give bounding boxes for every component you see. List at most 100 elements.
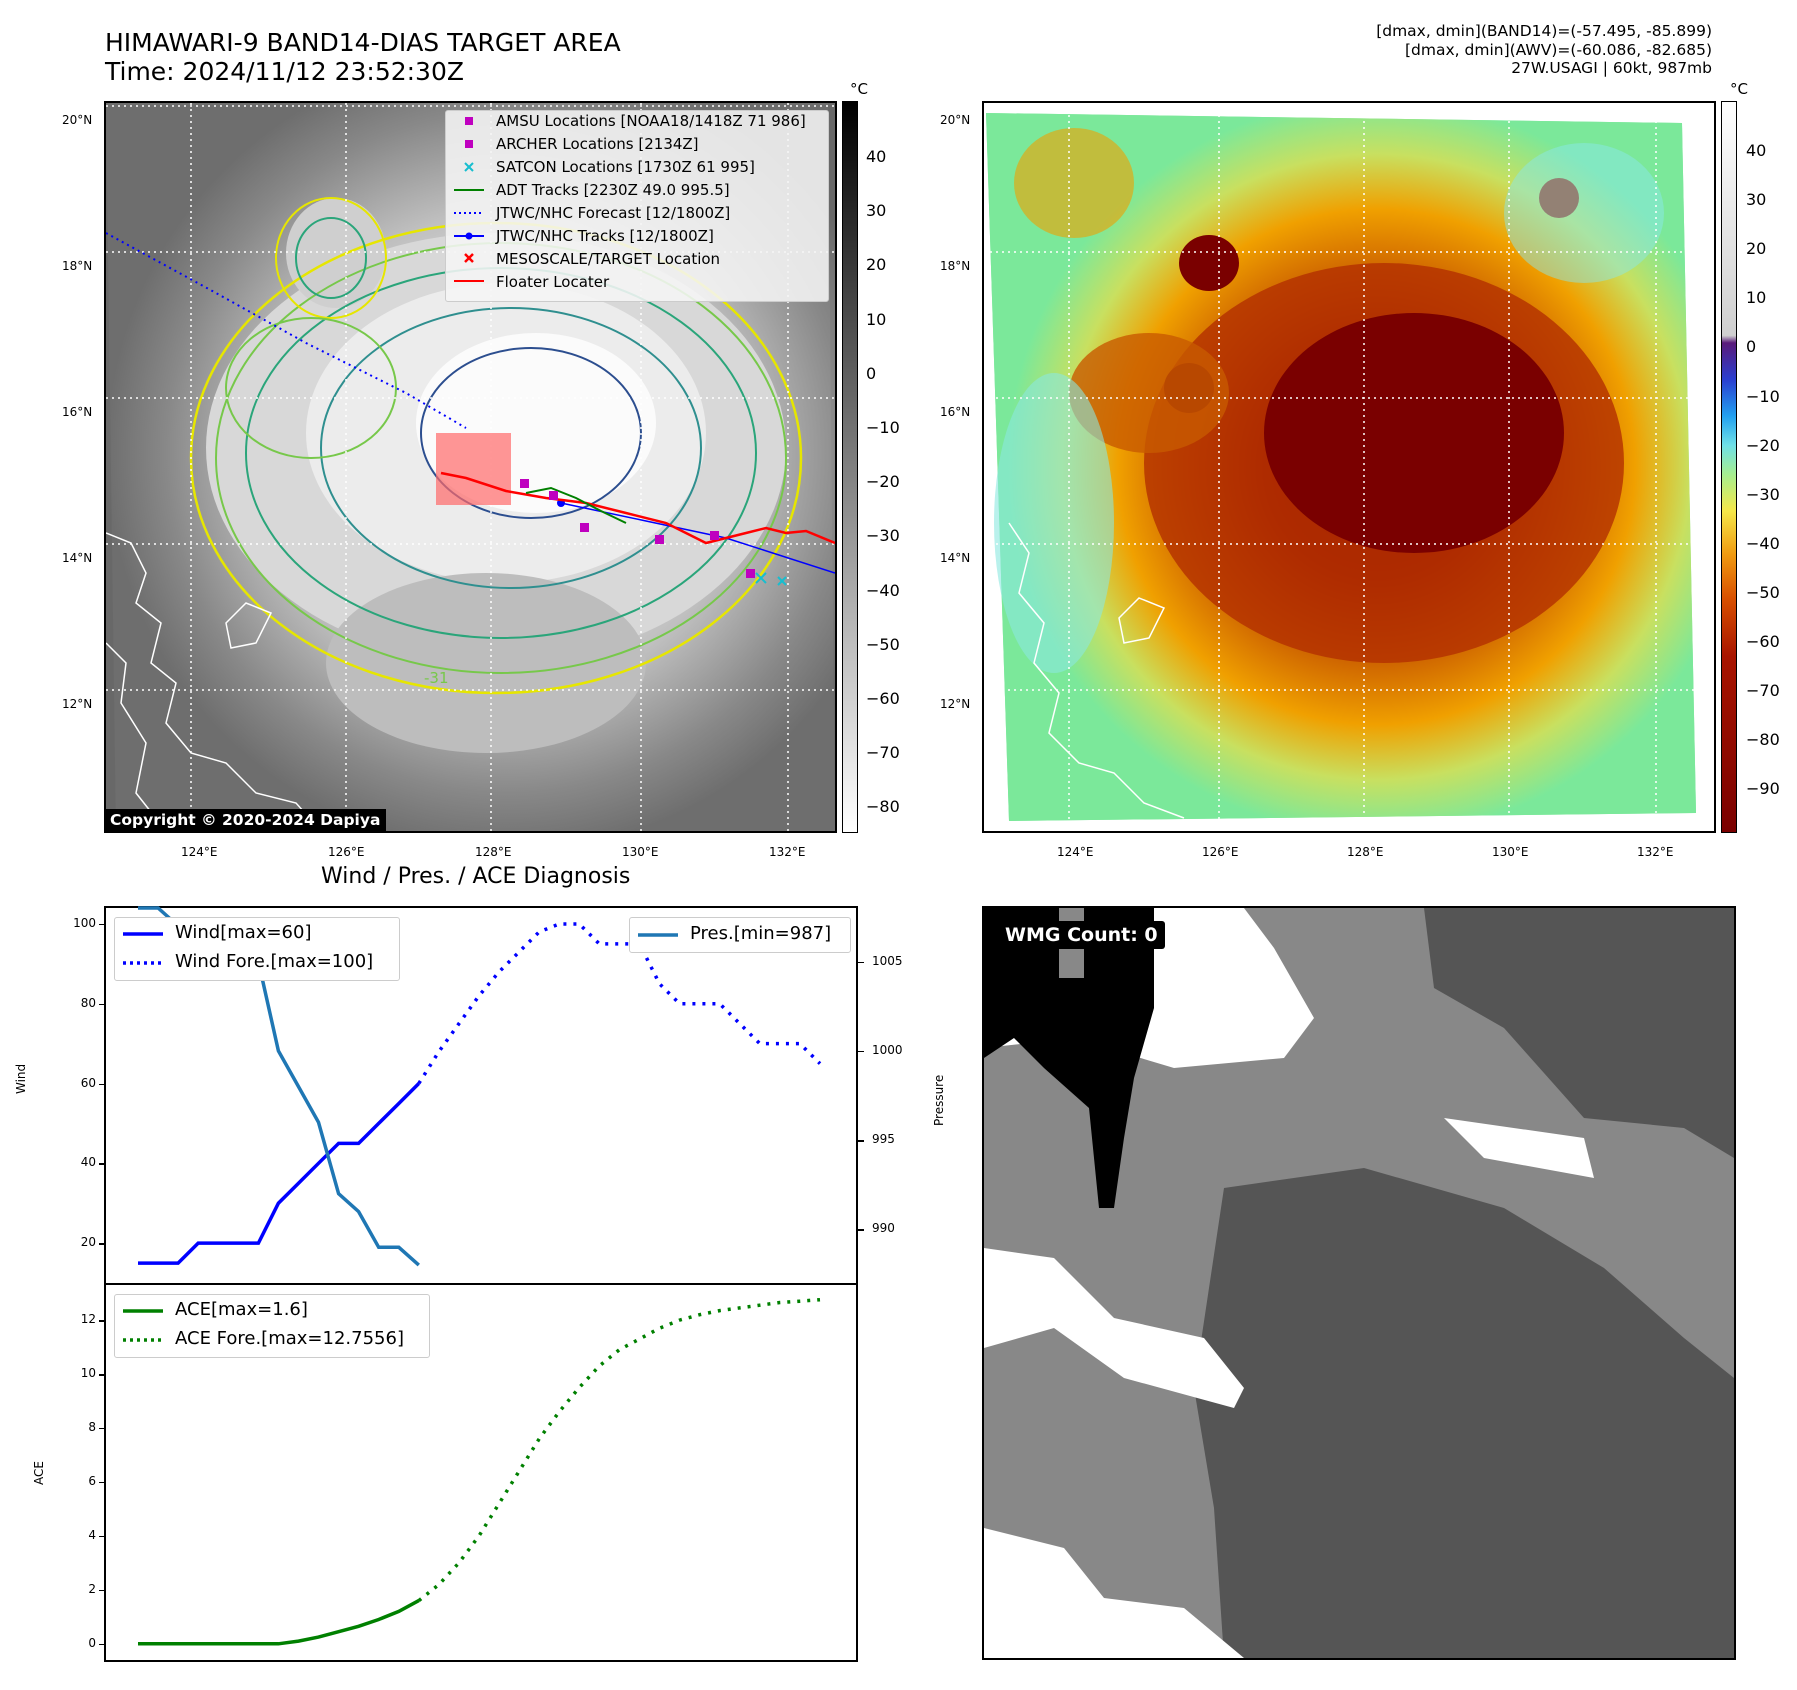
lon-label: 126°E (328, 845, 365, 859)
legend-amsu: AMSU Locations [NOAA18/1418Z 71 986] (496, 112, 806, 130)
figure-title: HIMAWARI-9 BAND14-DIAS TARGET AREA (105, 28, 621, 57)
pressure-tick-mark (858, 1140, 864, 1142)
pressure-tick: 1005 (872, 953, 903, 968)
colorbar-right-tick: 20 (1746, 239, 1767, 259)
colorbar-right-tick: −60 (1746, 632, 1780, 651)
legend-forecast: JTWC/NHC Forecast [12/1800Z] (496, 204, 731, 222)
colorbar-left-tick: −50 (866, 634, 900, 654)
legend-amsu-marker (465, 117, 473, 125)
wind-legend: Wind[max=60] Wind Fore.[max=100] (114, 917, 400, 981)
legend-wind-fore: Wind Fore.[max=100] (175, 951, 374, 972)
ace-tick: 4 (88, 1527, 96, 1542)
legend-pres: Pres.[min=987] (690, 923, 832, 944)
legend-track: JTWC/NHC Tracks [12/1800Z] (496, 227, 714, 245)
ace-tick: 12 (80, 1312, 96, 1327)
lat-label: 18°N (940, 259, 971, 273)
ir-map-panel: -31 (104, 101, 837, 833)
ace-tick-mark (99, 1427, 105, 1430)
awv-map-panel (982, 101, 1716, 833)
legend-track-marker (454, 232, 484, 240)
pressure-tick-mark (858, 1050, 864, 1053)
colorbar-right-tick: 40 (1746, 141, 1767, 160)
legend-archer: ARCHER Locations [2134Z] (496, 135, 699, 153)
wmg-image (984, 908, 1734, 1658)
legend-target-marker (464, 253, 474, 263)
legend-target: MESOSCALE/TARGET Location (496, 250, 721, 268)
lon-label: 128°E (1347, 845, 1384, 859)
pressure-tick: 995 (872, 1132, 895, 1147)
wind-pressure-panel: Wind[max=60] Wind Fore.[max=100] Pres.[m… (104, 906, 858, 1285)
wind-tick: 20 (80, 1235, 96, 1250)
lat-label: 20°N (62, 113, 93, 127)
ace-tick-mark (99, 1535, 105, 1538)
colorbar-right-tick: −90 (1746, 779, 1780, 799)
lon-label: 124°E (1057, 845, 1094, 859)
lon-label: 126°E (1202, 845, 1239, 859)
colorbar-left-tick: 30 (866, 201, 887, 221)
stat-band14: [dmax, dmin](BAND14)=(-57.495, -85.899) (1376, 22, 1712, 40)
legend-ace-fore: ACE Fore.[max=12.7556] (175, 1328, 404, 1349)
diagnosis-title: Wind / Pres. / ACE Diagnosis (321, 864, 631, 889)
colorbar-right-tick: −50 (1746, 582, 1780, 602)
wind-tick-mark (99, 1083, 105, 1086)
lat-label: 12°N (62, 697, 93, 711)
storm-info: 27W.USAGI | 60kt, 987mb (1511, 59, 1712, 77)
colorbar-right (1721, 101, 1737, 833)
ace-forecast-series-line (417, 1297, 821, 1602)
legend-markers (454, 117, 484, 282)
wind-tick: 60 (80, 1075, 96, 1090)
ace-tick: 2 (88, 1581, 96, 1596)
colorbar-left-tick: −80 (866, 797, 900, 817)
colorbar-left-tick: −70 (866, 743, 900, 763)
lon-label: 130°E (622, 845, 659, 859)
colorbar-right-unit: °C (1730, 80, 1748, 98)
colorbar-right-tick: 0 (1746, 337, 1757, 357)
legend-adt: ADT Tracks [2230Z 49.0 995.5] (496, 181, 730, 199)
colorbar-left-tick: −60 (866, 689, 900, 708)
colorbar-left-tick: −10 (866, 418, 900, 437)
stat-awv: [dmax, dmin](AWV)=(-60.086, -82.685) (1405, 40, 1712, 59)
pressure-tick: 990 (872, 1221, 895, 1236)
lon-label: 130°E (1492, 845, 1529, 859)
lat-label: 16°N (940, 405, 971, 419)
ace-tick-mark (99, 1643, 105, 1646)
colorbar-left (842, 101, 858, 833)
lat-label: 18°N (62, 259, 93, 273)
stats-block: [dmax, dmin](BAND14)=(-57.495, -85.899) … (1376, 22, 1712, 78)
ace-axis-label: ACE (32, 1461, 46, 1485)
map-legend: AMSU Locations [NOAA18/1418Z 71 986] ARC… (445, 110, 829, 302)
legend-floater: Floater Locater (496, 273, 610, 291)
colorbar-right-tick: −40 (1746, 533, 1780, 553)
ace-legend: ACE[max=1.6] ACE Fore.[max=12.7556] (114, 1294, 430, 1358)
pressure-axis-label: Pressure (932, 1074, 946, 1126)
wind-series-line (138, 1082, 421, 1265)
wind-tick: 80 (80, 995, 96, 1010)
legend-satcon-marker (464, 162, 474, 172)
colorbar-left-tick: 0 (866, 363, 877, 383)
copyright-label: Copyright © 2020-2024 Dapiya (104, 809, 387, 831)
colorbar-right-tick: 10 (1746, 288, 1767, 308)
wind-tick-mark (99, 1243, 105, 1245)
legend-archer-marker (465, 140, 473, 148)
pressure-tick-mark (858, 961, 864, 964)
lat-label: 12°N (940, 697, 971, 711)
ace-tick-mark (99, 1481, 105, 1484)
colorbar-right-tick: −80 (1746, 730, 1780, 750)
pressure-tick-mark (858, 1229, 864, 1231)
ace-tick-mark (99, 1589, 105, 1592)
wind-tick-mark (99, 1003, 105, 1006)
pressure-tick: 1000 (872, 1042, 903, 1057)
lon-label: 132°E (1637, 845, 1674, 859)
legend-ace: ACE[max=1.6] (175, 1299, 308, 1320)
ace-tick: 0 (88, 1635, 96, 1650)
wind-tick: 40 (80, 1155, 96, 1170)
lon-label: 128°E (475, 845, 512, 859)
lon-label: 132°E (769, 845, 806, 859)
colorbar-left-tick: −20 (866, 472, 900, 492)
colorbar-left-tick: −30 (866, 526, 900, 546)
colorbar-left-tick: −40 (866, 580, 900, 600)
colorbar-left-unit: °C (850, 80, 868, 98)
ace-chart (138, 1297, 821, 1646)
colorbar-right-tick: −10 (1746, 386, 1780, 406)
lat-label: 14°N (62, 551, 93, 565)
